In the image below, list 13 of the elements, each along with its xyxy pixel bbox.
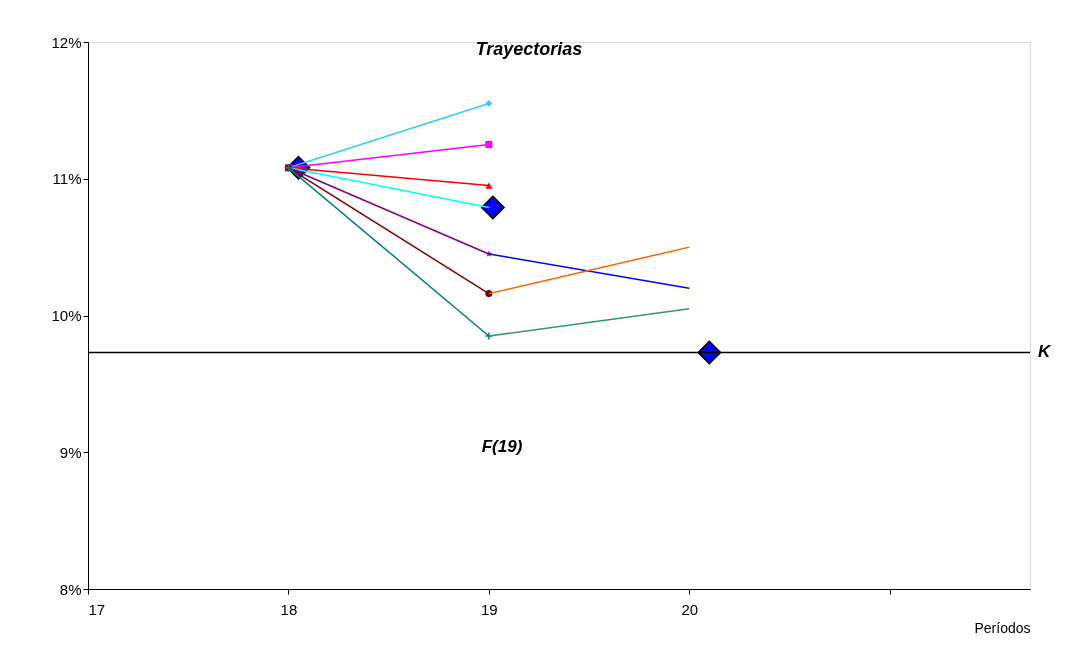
- y-tick-label: 12%: [51, 33, 82, 51]
- y-tick-label: 10%: [51, 307, 82, 324]
- x-axis-title: Períodos: [974, 619, 1031, 636]
- x-tick-label: 19: [481, 600, 498, 618]
- x-tick-label: 17: [88, 600, 106, 618]
- annotation: F(19): [481, 437, 523, 456]
- ref-line-label: K: [1038, 342, 1052, 362]
- y-tick-label: 8%: [59, 580, 82, 598]
- x-tick-label: 18: [280, 600, 298, 618]
- x-tick-label: 20: [681, 600, 699, 618]
- y-tick-label: 11%: [52, 170, 82, 188]
- y-tick-label: 9%: [59, 443, 82, 461]
- chart-title: Trayectorias: [475, 39, 583, 59]
